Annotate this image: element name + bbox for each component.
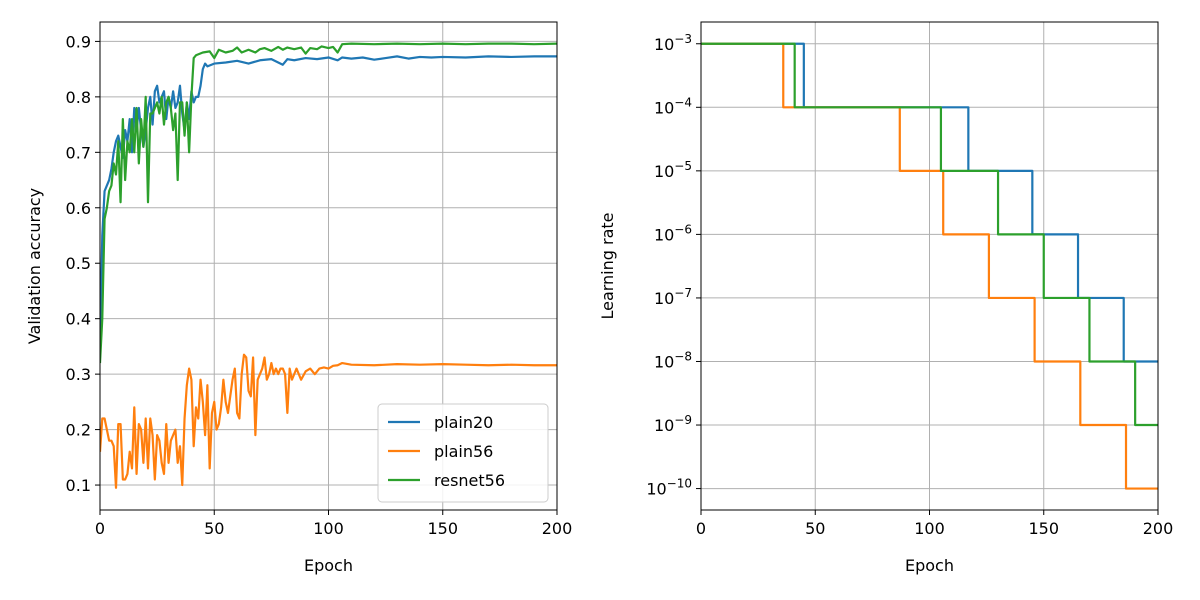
x-tick-label: 100: [914, 519, 945, 538]
legend-box: [377, 403, 549, 503]
x-tick-label: 0: [95, 519, 105, 538]
y-tick-label: 10−5: [654, 159, 692, 181]
y-tick-label: 0.2: [66, 421, 91, 440]
y-axis: 10−3 10−4 10−5 10−6 10−7 10−8 10−9 10−10: [646, 32, 1158, 499]
learning-rate-chart: 0 50 100 150 200 10−3 10−4 10−5 10−6 10−7 10−8 10−9…: [598, 21, 1173, 575]
x-tick-label: 200: [1143, 519, 1174, 538]
x-tick-label: 50: [805, 519, 825, 538]
legend-label-plain20: plain20: [434, 413, 493, 432]
y-tick-label: 10−7: [654, 286, 692, 308]
y-tick-label: 0.5: [66, 254, 91, 273]
series-line-plain56: [100, 353, 557, 489]
legend: plain20 plain56 resnet56: [377, 403, 549, 503]
y-tick-label: 10−3: [654, 32, 692, 54]
series-group: [100, 42, 557, 489]
y-axis-label: Validation accuracy: [25, 188, 44, 344]
x-tick-label: 150: [1028, 519, 1059, 538]
x-tick-label: 200: [542, 519, 573, 538]
y-tick-label: 0.7: [66, 143, 91, 162]
x-tick-label: 100: [313, 519, 344, 538]
x-axis: 0 50 100 150 200: [696, 22, 1173, 538]
y-tick-label: 10−8: [654, 349, 692, 371]
y-tick-label: 0.6: [66, 199, 91, 218]
series-group: [701, 42, 1158, 490]
x-tick-label: 0: [696, 519, 706, 538]
y-tick-label: 10−4: [654, 95, 692, 117]
x-tick-label: 150: [427, 519, 458, 538]
series-line-resnet56: [701, 42, 1158, 427]
legend-label-plain56: plain56: [434, 442, 493, 461]
x-axis-label: Epoch: [905, 556, 954, 575]
y-axis-label: Learning rate: [598, 212, 617, 319]
y-tick-label: 0.8: [66, 88, 91, 107]
series-line-plain20: [701, 42, 1158, 363]
y-axis: 0.1 0.2 0.3 0.4 0.5 0.6 0.7 0.8 0.9: [66, 32, 557, 495]
plot-frame: [99, 21, 558, 511]
y-tick-label: 0.4: [66, 310, 91, 329]
y-tick-label: 0.1: [66, 476, 91, 495]
accuracy-chart: 0 50 100 150 200 0.1 0.2 0.3 0.4 0.5 0.6 0.7 0.8 0.9 E…: [25, 21, 573, 575]
x-tick-label: 50: [204, 519, 224, 538]
y-tick-label: 0.3: [66, 365, 91, 384]
y-tick-label: 10−9: [654, 413, 692, 435]
x-axis-label: Epoch: [304, 556, 353, 575]
series-line-resnet56: [100, 42, 557, 364]
y-tick-label: 10−6: [654, 222, 692, 244]
plot-frame: [700, 21, 1159, 511]
y-tick-label: 10−10: [646, 477, 692, 499]
legend-label-resnet56: resnet56: [434, 471, 505, 490]
y-tick-label: 0.9: [66, 32, 91, 51]
